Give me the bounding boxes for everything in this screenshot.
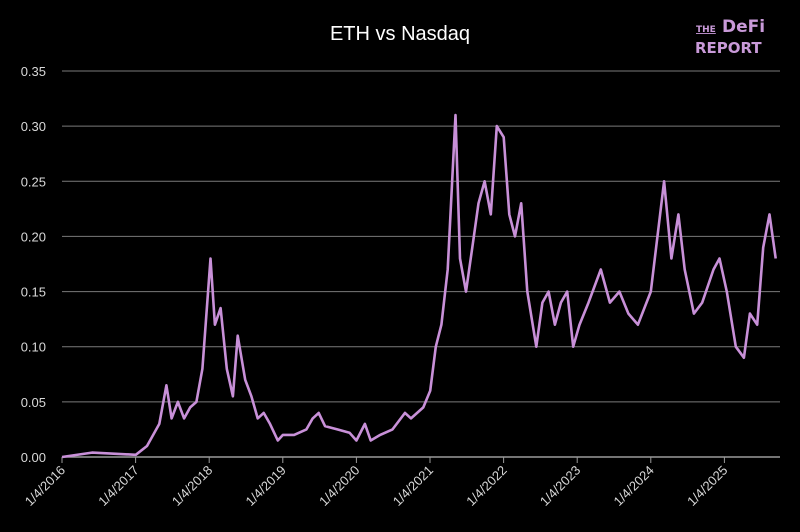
- y-axis: 0.00 0.05 0.10 0.15 0.20 0.25 0.30 0.35: [21, 64, 46, 465]
- y-tick-label: 0.15: [21, 285, 46, 300]
- logo-text-the: THE: [696, 25, 716, 35]
- y-tick-label: 0.00: [21, 450, 46, 465]
- logo-text-defi: DeFi: [722, 17, 765, 37]
- logo-text-report: REPORT: [695, 39, 762, 57]
- y-tick-label: 0.30: [21, 119, 46, 134]
- y-tick-label: 0.35: [21, 64, 46, 79]
- y-tick-label: 0.20: [21, 229, 46, 244]
- logo: THE DeFi REPORT: [695, 17, 765, 57]
- y-tick-label: 0.05: [21, 395, 46, 410]
- gridlines: [62, 70, 780, 458]
- chart-title: ETH vs Nasdaq: [330, 23, 470, 45]
- y-tick-label: 0.25: [21, 174, 46, 189]
- y-tick-label: 0.10: [21, 340, 46, 355]
- series-line-eth-vs-nasdaq: [61, 113, 777, 459]
